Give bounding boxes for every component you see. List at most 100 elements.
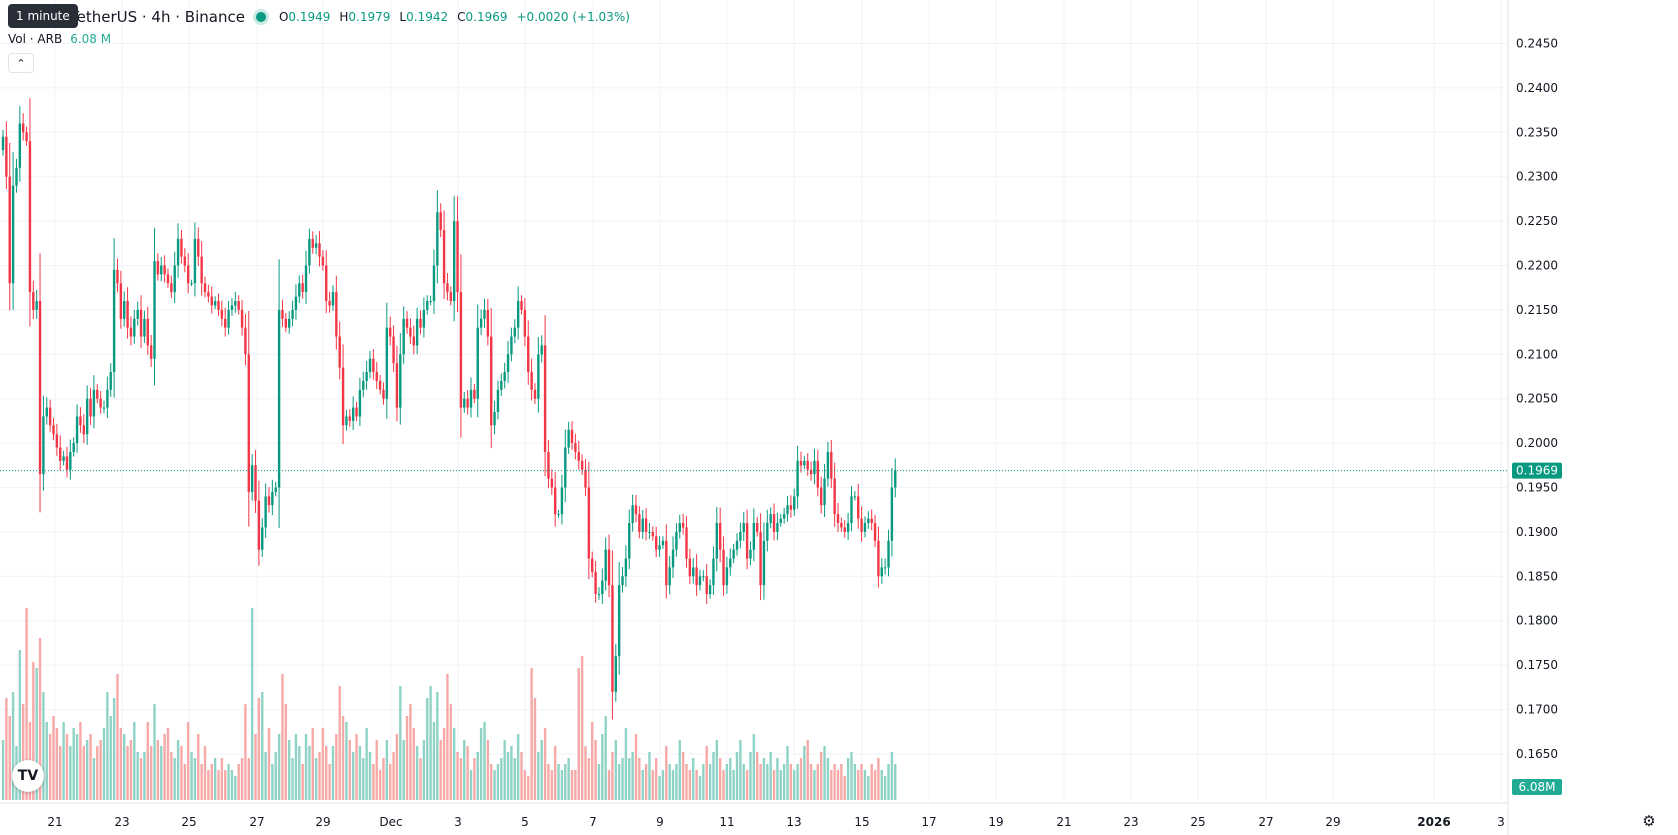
volume-bar xyxy=(500,758,503,800)
candle-body xyxy=(405,318,409,328)
volume-bar xyxy=(685,764,688,800)
volume-bar xyxy=(857,770,860,800)
candle-body xyxy=(702,576,705,578)
volume-bar xyxy=(611,752,614,800)
candle-body xyxy=(890,487,894,541)
volume-bar xyxy=(156,740,160,800)
volume-bar xyxy=(55,728,59,800)
candle-body xyxy=(446,283,449,293)
symbol-title[interactable]: TetherUS · 4h · Binance xyxy=(70,8,245,26)
volume-bar xyxy=(887,764,890,800)
volume-bar xyxy=(863,770,867,800)
volume-bar xyxy=(45,722,48,800)
candle-body xyxy=(628,523,631,559)
candle-body xyxy=(79,416,82,426)
volume-bar xyxy=(133,722,136,800)
volume-bar xyxy=(382,758,385,800)
candle-body xyxy=(796,460,799,497)
candle-body xyxy=(547,451,550,479)
market-status-icon[interactable] xyxy=(252,9,269,25)
candle-body xyxy=(234,301,237,306)
candle-body xyxy=(742,523,745,532)
candle-body xyxy=(873,523,877,541)
candle-body xyxy=(830,451,833,479)
volume-bar xyxy=(604,716,607,800)
candle-body xyxy=(96,389,99,399)
volume-bar xyxy=(816,764,820,800)
candle-body xyxy=(318,243,321,257)
candle-body xyxy=(513,327,516,337)
candle-body xyxy=(362,380,365,390)
candle-body xyxy=(665,540,668,586)
candle-body xyxy=(92,389,96,417)
volume-bar xyxy=(880,770,883,800)
volume-bar xyxy=(318,752,321,800)
time-tick-label: 7 xyxy=(589,815,597,829)
candle-body xyxy=(880,567,883,577)
volume-bar xyxy=(368,752,372,800)
volume-bar xyxy=(813,770,816,800)
volume-bar xyxy=(446,674,449,800)
price-tick-label: 0.1800 xyxy=(1516,614,1558,628)
candle-body xyxy=(520,301,523,310)
volume-bar xyxy=(698,776,702,800)
candle-body xyxy=(399,354,402,408)
time-axis[interactable]: 21 23 25 27 29 Dec 3 5 7 9 11 13 15 17 19 21 23 25 27 29 202… xyxy=(0,802,1508,829)
chevron-up-icon: ⌃ xyxy=(16,56,26,70)
candle-body xyxy=(328,301,331,306)
candle-body xyxy=(799,460,803,466)
candle-body xyxy=(213,301,217,306)
candle-body xyxy=(695,567,698,586)
candle-body xyxy=(729,558,732,568)
price-axis[interactable]: 0.2450 0.2400 0.2350 0.2300 0.2250 0.2200 0.21… xyxy=(1507,0,1558,835)
volume-legend: Vol · ARB 6.08 M xyxy=(8,32,112,46)
volume-bar xyxy=(601,734,604,800)
candle-body xyxy=(823,478,826,506)
volume-bar xyxy=(759,764,762,800)
candle-body xyxy=(860,518,863,532)
candle-body xyxy=(392,336,395,364)
volume-bar xyxy=(510,746,513,800)
candle-body xyxy=(557,514,560,516)
volume-bar xyxy=(331,746,335,800)
volume-bar xyxy=(358,746,362,800)
collapse-legend-button[interactable]: ⌃ xyxy=(8,53,34,73)
candle-body xyxy=(22,123,25,133)
candle-body xyxy=(160,265,163,275)
gear-icon[interactable]: ⚙ xyxy=(1642,812,1656,830)
volume-bar xyxy=(648,752,651,800)
candle-body xyxy=(28,141,32,293)
volume-bar xyxy=(840,764,843,800)
price-tick-label: 0.2450 xyxy=(1516,37,1558,51)
volume-bar xyxy=(762,758,766,800)
volume-bar xyxy=(264,752,267,800)
volume-bar xyxy=(654,758,658,800)
volume-bar xyxy=(843,776,846,800)
candle-body xyxy=(506,354,510,373)
volume-bar xyxy=(176,740,180,800)
volume-bar xyxy=(220,758,224,800)
volume-bar xyxy=(483,722,486,800)
volume-bar xyxy=(543,728,547,800)
volume-bar xyxy=(271,764,274,800)
volume-bar xyxy=(261,692,264,800)
candle-body xyxy=(163,265,166,275)
candle-body xyxy=(271,491,274,506)
time-tick-label: 19 xyxy=(988,815,1003,829)
volume-bar xyxy=(587,758,591,800)
candle-body xyxy=(143,318,146,337)
candle-body xyxy=(883,567,887,569)
volume-bar xyxy=(678,740,681,800)
candle-body xyxy=(62,456,65,461)
tradingview-logo-icon[interactable]: TV xyxy=(12,760,44,792)
candle-body xyxy=(752,523,756,550)
candle-body xyxy=(69,451,72,470)
candle-body xyxy=(749,549,752,559)
volume-bar xyxy=(793,770,796,800)
volume-bar xyxy=(638,758,641,800)
volume-bar xyxy=(681,752,685,800)
candle-body xyxy=(207,292,210,297)
volume-bar xyxy=(860,764,863,800)
volume-bar xyxy=(671,770,675,800)
